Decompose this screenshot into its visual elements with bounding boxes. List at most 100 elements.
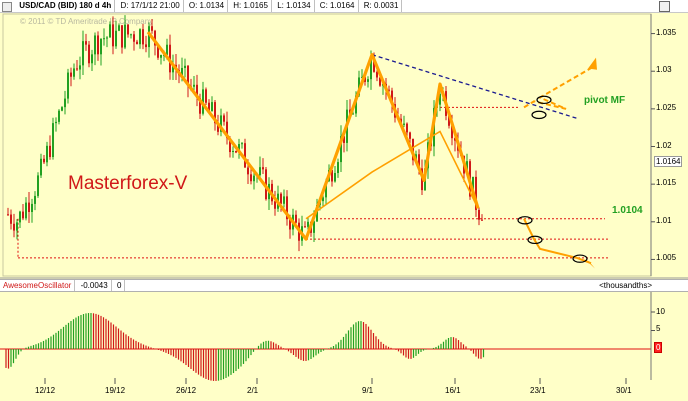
projection-down-arrowhead <box>586 260 595 269</box>
candle-body <box>355 95 357 114</box>
close-readout: C: 1.0164 <box>317 0 359 12</box>
candle-body <box>76 68 78 70</box>
candle-body <box>136 41 138 45</box>
candle-body <box>64 98 66 108</box>
candle-body <box>166 44 168 55</box>
candle-body <box>373 56 375 72</box>
candle-body <box>85 41 87 45</box>
candle-body <box>289 219 291 230</box>
candle-body <box>232 150 234 153</box>
candle-body <box>193 84 195 87</box>
candle-body <box>283 196 285 204</box>
candle-body <box>16 222 18 231</box>
target-marker-ellipse <box>527 235 543 245</box>
target-marker-ellipse <box>536 95 552 105</box>
candle-body <box>325 181 327 198</box>
candle-body <box>313 221 315 233</box>
candle-body <box>295 214 297 223</box>
candle-body <box>418 154 420 169</box>
candle-body <box>196 84 198 98</box>
x-tick-label: 12/12 <box>35 386 56 395</box>
candle-body <box>124 24 126 48</box>
candle-body <box>370 56 372 80</box>
candle-body <box>133 34 135 42</box>
candle-body <box>130 34 132 36</box>
oscillator-header: AwesomeOscillator -0.0043 0 <thousandths… <box>0 279 688 292</box>
candle-body <box>475 176 477 210</box>
candle-body <box>304 226 306 228</box>
projection-up-arrowhead <box>588 57 597 70</box>
pivot-label: pivot MF <box>584 95 626 106</box>
oscillator-param: 0 <box>114 280 126 291</box>
candle-body <box>106 37 108 39</box>
candle-body <box>205 89 207 103</box>
oscillator-tick-label: 5 <box>656 324 661 333</box>
resistance-trendline <box>371 54 579 120</box>
candle-body <box>103 38 105 40</box>
candle-body <box>361 77 363 79</box>
candle-body <box>82 41 84 66</box>
candle-body <box>109 24 111 38</box>
candle-body <box>364 77 366 82</box>
open-readout: O: 1.0134 <box>186 0 229 12</box>
candle-body <box>148 26 150 48</box>
date-readout: D: 17/1/12 21:00 <box>117 0 184 12</box>
oscillator-tick-label: 10 <box>656 307 665 316</box>
candle-body <box>91 54 93 64</box>
candle-body <box>406 123 408 133</box>
candle-body <box>208 102 210 112</box>
candle-body <box>238 144 240 153</box>
candle-body <box>157 45 159 58</box>
candle-body <box>451 125 453 139</box>
candle-body <box>331 169 333 182</box>
candle-body <box>151 26 153 31</box>
candle-body <box>49 145 51 158</box>
x-tick-label: 2/1 <box>247 386 259 395</box>
symbol-label[interactable]: USD/CAD (BID) 180 d 4h <box>16 0 116 12</box>
level-value-label: 1.0104 <box>612 205 643 216</box>
candle-body <box>247 167 249 175</box>
wave-primary-line <box>146 31 480 241</box>
candle-body <box>58 110 60 122</box>
candle-body <box>10 214 12 224</box>
candle-body <box>262 167 264 170</box>
range-readout: R: 0.0031 <box>361 0 403 12</box>
y-tick-label: 1.025 <box>656 102 677 112</box>
candle-body <box>70 72 72 77</box>
candle-body <box>220 115 222 132</box>
candle-body <box>79 65 81 70</box>
candle-body <box>154 30 156 46</box>
candle-body <box>97 35 99 55</box>
oscillator-name[interactable]: AwesomeOscillator <box>0 280 76 291</box>
last-price-badge: 1.0164 <box>654 156 683 167</box>
candle-body <box>334 173 336 182</box>
candle-body <box>55 121 57 124</box>
low-readout: L: 1.0134 <box>274 0 315 12</box>
candle-body <box>139 29 141 45</box>
candle-body <box>184 65 186 68</box>
candle-body <box>37 175 39 196</box>
symbol-menu-icon[interactable] <box>2 2 12 12</box>
candle-body <box>7 214 9 216</box>
candle-body <box>274 201 276 209</box>
candle-body <box>352 113 354 115</box>
candle-body <box>235 150 237 153</box>
target-marker-ellipse <box>572 254 588 263</box>
candle-body <box>94 35 96 55</box>
candle-body <box>223 115 225 122</box>
candle-body <box>100 39 102 55</box>
candle-body <box>244 143 246 168</box>
candle-body <box>46 145 48 163</box>
maximize-icon[interactable] <box>659 1 670 12</box>
candle-body <box>22 211 24 219</box>
candle-body <box>409 132 411 139</box>
candle-body <box>145 44 147 48</box>
candle-body <box>286 196 288 220</box>
x-tick-label: 30/1 <box>616 386 632 395</box>
info-bar: USD/CAD (BID) 180 d 4h D: 17/1/12 21:00 … <box>0 0 688 13</box>
candle-body <box>253 175 255 182</box>
candle-body <box>67 72 69 99</box>
candle-body <box>52 123 54 158</box>
candle-body <box>367 79 369 82</box>
